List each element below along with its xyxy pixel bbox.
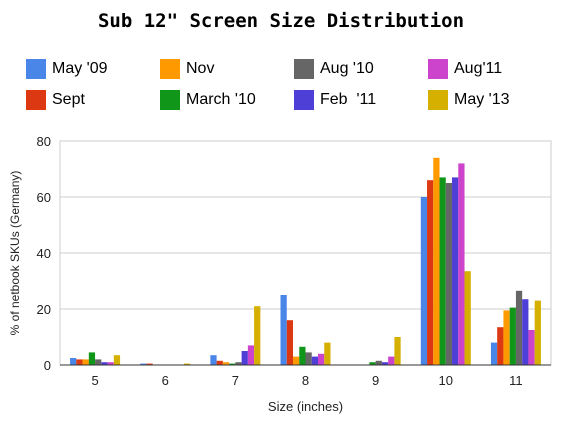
- bar: [433, 157, 440, 365]
- y-axis-title: % of netbook SKUs (Germany): [8, 171, 22, 336]
- y-tick-label: 0: [44, 358, 51, 373]
- legend-item: Feb '11: [294, 90, 376, 110]
- bar: [388, 356, 395, 365]
- bar: [490, 342, 498, 365]
- y-tick-label: 40: [37, 246, 51, 261]
- legend-swatch: [428, 90, 448, 110]
- bar: [293, 356, 300, 365]
- x-tick-label: 9: [372, 373, 379, 388]
- bar: [216, 360, 223, 365]
- bar: [503, 310, 510, 365]
- x-tick-label: 5: [91, 373, 98, 388]
- legend-item: Nov: [160, 59, 214, 79]
- bar: [254, 306, 261, 365]
- bar: [375, 360, 382, 365]
- bar: [324, 342, 331, 365]
- bar: [286, 320, 293, 365]
- legend-swatch: [294, 59, 314, 79]
- x-tick-label: 11: [509, 373, 523, 388]
- bar: [522, 299, 529, 365]
- bar: [427, 180, 434, 365]
- bar: [305, 352, 312, 365]
- bar: [70, 358, 77, 365]
- bar: [311, 356, 318, 365]
- legend-label: May '09: [52, 60, 108, 77]
- legend-swatch: [428, 59, 448, 79]
- y-tick-label: 80: [37, 134, 51, 149]
- bar: [534, 300, 541, 365]
- legend-swatch: [26, 90, 46, 110]
- bar: [318, 353, 325, 365]
- bar: [369, 362, 376, 365]
- y-tick-label: 20: [37, 302, 51, 317]
- legend-swatch: [26, 59, 46, 79]
- bar: [497, 327, 504, 365]
- bar: [82, 359, 89, 365]
- legend-item: Sept: [26, 90, 85, 110]
- bar: [247, 345, 255, 365]
- bar: [381, 362, 389, 365]
- x-tick-label: 7: [232, 373, 239, 388]
- bar: [420, 197, 428, 365]
- bar: [299, 346, 306, 365]
- legend-label: May '13: [454, 91, 510, 108]
- legend-item: May '09: [26, 59, 108, 79]
- bar: [95, 359, 102, 365]
- bar: [280, 295, 287, 365]
- legend-label: Sept: [52, 91, 85, 108]
- bar: [509, 307, 516, 365]
- bar: [445, 183, 453, 365]
- bar: [101, 362, 108, 365]
- legend-label: Feb '11: [320, 91, 377, 108]
- x-axis-title: Size (inches): [268, 399, 343, 414]
- x-tick-label: 6: [162, 373, 169, 388]
- bar: [113, 355, 121, 365]
- bar: [140, 363, 147, 365]
- chart-title: Sub 12" Screen Size Distribution: [97, 10, 465, 32]
- bar: [464, 271, 471, 365]
- bar: [458, 163, 465, 365]
- legend-item: Aug '10: [294, 59, 374, 79]
- legend-label: Aug'11: [454, 60, 503, 77]
- bar: [222, 362, 230, 365]
- bar: [241, 351, 248, 365]
- legend-item: March '10: [160, 90, 256, 110]
- bar: [107, 362, 114, 365]
- bar: [394, 337, 401, 365]
- bar: [88, 352, 96, 365]
- x-tick-label: 10: [439, 373, 453, 388]
- legend-label: March '10: [186, 91, 256, 108]
- legend-item: Aug'11: [428, 59, 502, 79]
- bar: [229, 363, 236, 365]
- bar: [528, 330, 535, 365]
- legend-label: Nov: [186, 60, 215, 77]
- legend-swatch: [160, 59, 180, 79]
- bar: [210, 355, 217, 365]
- bar: [515, 290, 523, 365]
- bar: [452, 177, 459, 365]
- bar: [146, 363, 153, 365]
- legend-item: May '13: [428, 90, 510, 110]
- x-tick-label: 8: [302, 373, 309, 388]
- legend-swatch: [294, 90, 314, 110]
- legend-label: Aug '10: [320, 60, 374, 77]
- bar: [183, 363, 191, 365]
- y-tick-label: 60: [37, 190, 51, 205]
- bar: [76, 359, 83, 365]
- legend-swatch: [160, 90, 180, 110]
- bar: [439, 177, 446, 365]
- bar: [235, 362, 242, 365]
